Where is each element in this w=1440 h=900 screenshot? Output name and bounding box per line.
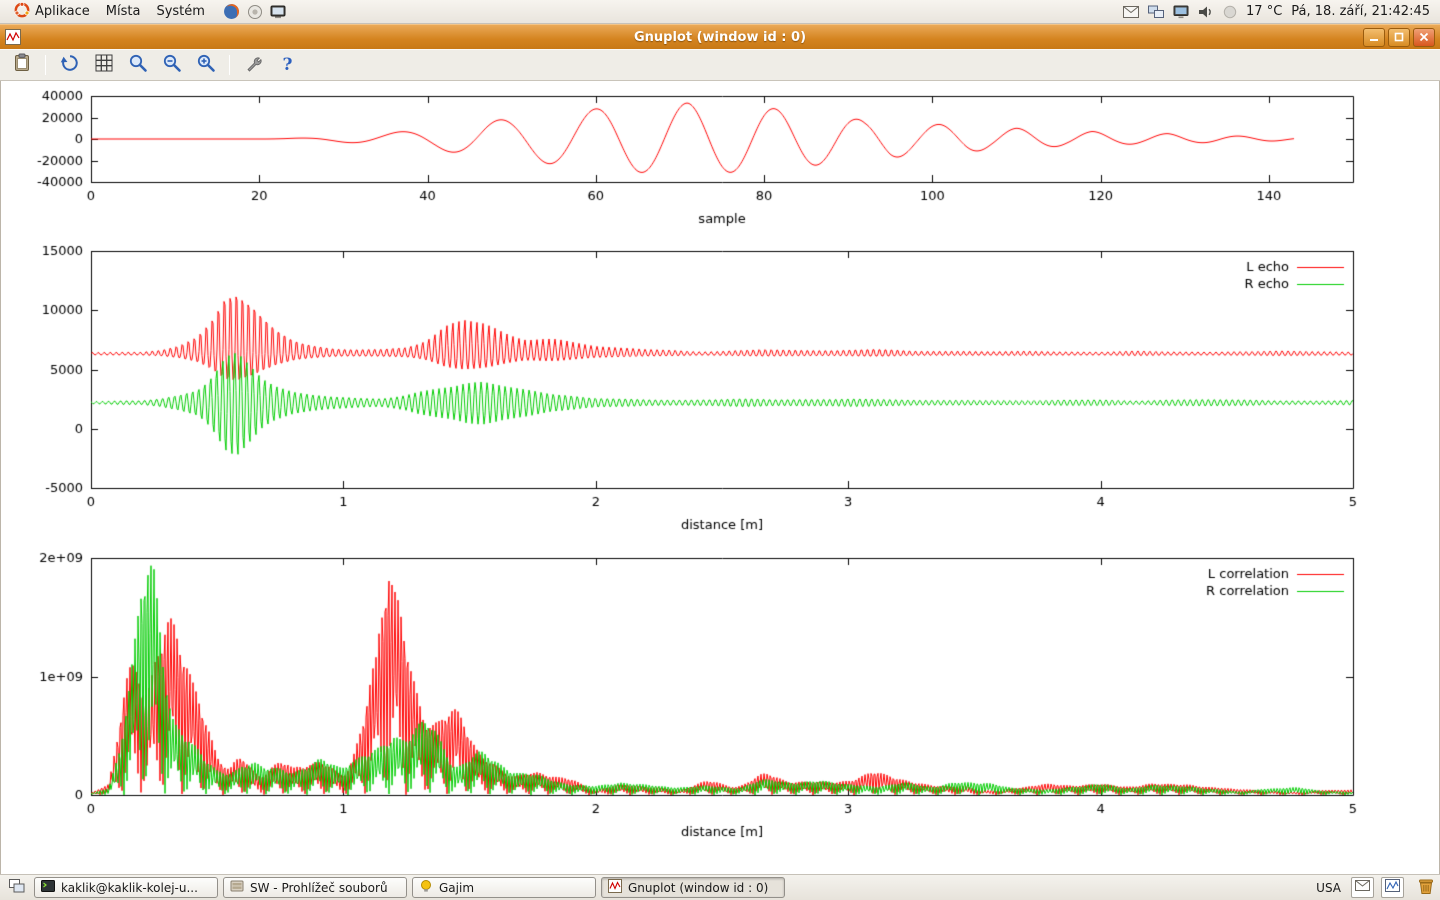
keyboard-layout-indicator[interactable]: USA [1316, 880, 1341, 895]
grid-icon [95, 54, 113, 76]
zoom-fit-button[interactable] [124, 51, 151, 78]
minimize-button[interactable] [1363, 27, 1385, 47]
replot-button[interactable] [56, 51, 83, 78]
magnifier-minus-icon [162, 53, 182, 77]
taskbar-window-gnuplot[interactable]: Gnuplot (window id : 0) [601, 877, 785, 898]
system-menu[interactable]: Systém [148, 0, 212, 24]
mail-tray-icon [1355, 880, 1370, 895]
file-manager-icon [230, 879, 244, 896]
configure-plot-button[interactable] [240, 51, 267, 78]
wrench-icon [244, 53, 264, 77]
taskbar: kaklik@kaklik-kolej-u... SW - Prohlížeč … [0, 874, 1440, 900]
gnuplot-icon [608, 879, 622, 896]
terminal-launcher-icon[interactable] [270, 4, 286, 20]
help-button[interactable]: ? [274, 51, 301, 78]
network-icon[interactable] [1148, 5, 1165, 19]
taskbar-window-gajim[interactable]: Gajim [412, 877, 596, 898]
chart-tray-button[interactable] [1381, 877, 1404, 898]
mail-tray-button[interactable] [1351, 877, 1374, 898]
firefox-launcher-icon[interactable] [223, 3, 240, 20]
top-panel: Aplikace Místa Systém [0, 0, 1440, 24]
clock-label[interactable]: Pá, 18. září, 21:42:45 [1291, 4, 1430, 19]
help-launcher-icon[interactable] [247, 4, 263, 20]
help-icon: ? [282, 54, 293, 75]
window-title: Gnuplot (window id : 0) [633, 29, 807, 45]
display-icon[interactable] [1173, 5, 1189, 19]
applications-menu-label: Aplikace [35, 4, 90, 19]
gnuplot-client-area [0, 81, 1440, 874]
show-desktop-button[interactable] [5, 877, 29, 898]
close-button[interactable] [1413, 27, 1435, 47]
gajim-icon [419, 879, 433, 896]
weather-icon[interactable] [1223, 5, 1237, 19]
copy-to-clipboard-button[interactable] [8, 51, 35, 78]
clipboard-icon [12, 53, 32, 77]
ubuntu-logo-icon [14, 1, 30, 22]
zoom-next-button[interactable] [192, 51, 219, 78]
places-menu[interactable]: Místa [98, 0, 149, 24]
trash-icon [1417, 877, 1435, 899]
maximize-button[interactable] [1388, 27, 1410, 47]
panel-launchers [223, 3, 286, 20]
toolbar-separator [229, 54, 230, 75]
taskbar-tray: USA [1313, 877, 1435, 899]
window-titlebar[interactable]: Gnuplot (window id : 0) [0, 24, 1440, 49]
trash-applet-button[interactable] [1417, 877, 1435, 899]
gnuplot-toolbar: ? [0, 49, 1440, 81]
places-menu-label: Místa [105, 4, 141, 19]
zoom-previous-button[interactable] [158, 51, 185, 78]
taskbar-window-label: Gajim [439, 880, 475, 895]
magnifier-plus-icon [196, 53, 216, 77]
terminal-icon [41, 879, 55, 896]
taskbar-window-label: kaklik@kaklik-kolej-u... [61, 880, 198, 895]
applications-menu[interactable]: Aplikace [6, 0, 98, 24]
magnifier-icon [128, 53, 148, 77]
mail-icon[interactable] [1123, 5, 1140, 18]
window-controls [1363, 27, 1435, 47]
panel-status-area: 17 °C Pá, 18. září, 21:42:45 [1123, 4, 1434, 19]
chart-tray-icon [1385, 879, 1400, 896]
plot-canvas[interactable] [1, 81, 1440, 874]
show-desktop-icon [9, 878, 25, 897]
gnuplot-window-icon [5, 29, 21, 45]
taskbar-window-file-browser[interactable]: SW - Prohlížeč souborů [223, 877, 407, 898]
system-menu-label: Systém [156, 4, 205, 19]
toggle-grid-button[interactable] [90, 51, 117, 78]
taskbar-window-label: SW - Prohlížeč souborů [250, 880, 388, 895]
taskbar-window-terminal[interactable]: kaklik@kaklik-kolej-u... [34, 877, 218, 898]
taskbar-window-label: Gnuplot (window id : 0) [628, 880, 769, 895]
temperature-label[interactable]: 17 °C [1246, 4, 1283, 19]
toolbar-separator [45, 54, 46, 75]
refresh-icon [60, 53, 80, 77]
volume-icon[interactable] [1198, 5, 1214, 19]
